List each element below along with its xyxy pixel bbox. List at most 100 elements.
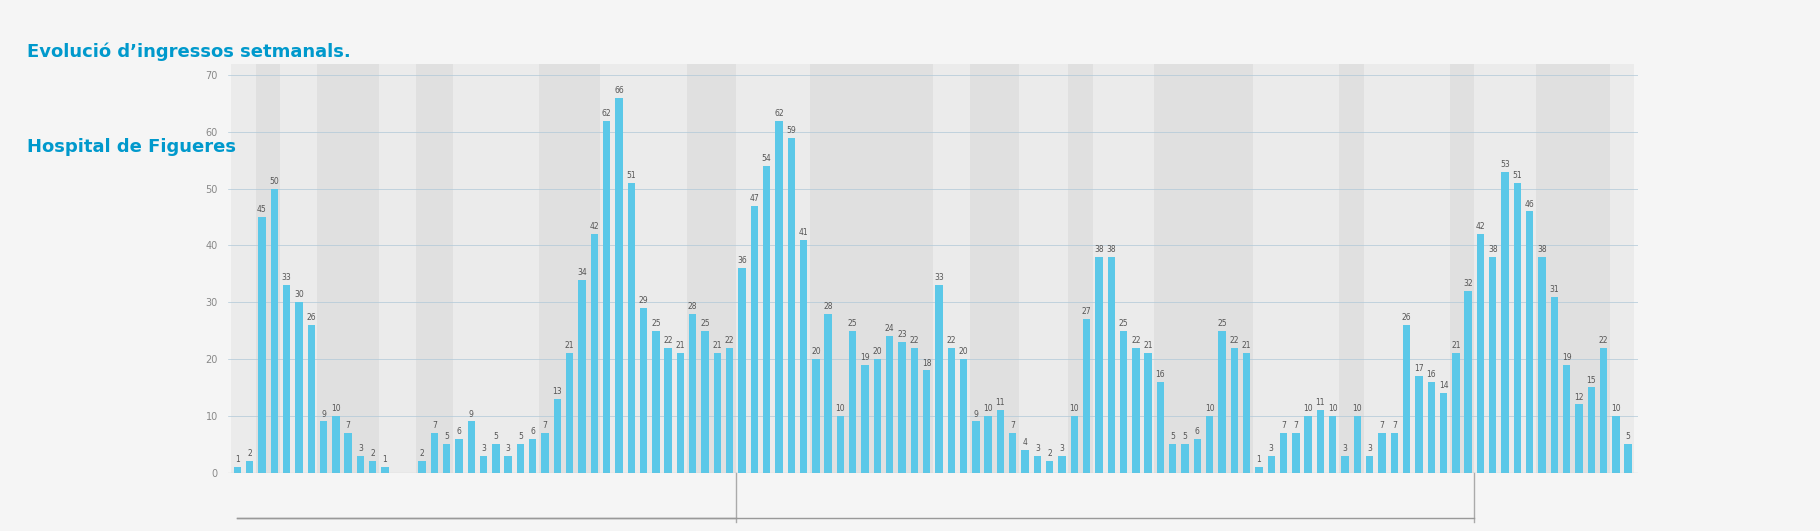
Bar [690,314,697,473]
Bar [824,314,832,473]
Text: 10: 10 [983,404,994,413]
Bar [1600,348,1607,473]
Text: 54: 54 [763,154,772,163]
Text: 18: 18 [923,358,932,367]
Bar [1340,64,1363,473]
Text: 22: 22 [1598,336,1609,345]
Bar [1587,388,1594,473]
Bar [1363,64,1451,473]
Text: 51: 51 [1512,171,1522,180]
Bar [701,331,708,473]
Bar [431,433,439,473]
Bar [652,331,659,473]
Bar [601,64,686,473]
Bar [1613,416,1620,473]
Text: 34: 34 [577,268,586,277]
Text: 29: 29 [639,296,648,305]
Text: 2: 2 [420,449,424,458]
Bar [590,234,599,473]
Text: 47: 47 [750,194,759,203]
Text: 24: 24 [885,324,894,333]
Text: Hospital de Figueres: Hospital de Figueres [27,138,237,156]
Text: 22: 22 [724,336,735,345]
Text: 38: 38 [1107,245,1116,254]
Text: 3: 3 [1059,444,1065,453]
Bar [735,64,810,473]
Bar [713,353,721,473]
Text: 38: 38 [1094,245,1103,254]
Bar [1354,416,1361,473]
Bar [280,64,317,473]
Bar [1070,416,1077,473]
Text: 26: 26 [1401,313,1412,322]
Bar [850,331,857,473]
Bar [1279,433,1287,473]
Bar [1057,456,1067,473]
Text: 28: 28 [823,302,834,311]
Text: 9: 9 [974,409,979,418]
Text: 21: 21 [713,341,723,350]
Bar [1267,456,1276,473]
Text: 4: 4 [1023,438,1028,447]
Text: 10: 10 [1329,404,1338,413]
Text: 10: 10 [1205,404,1214,413]
Bar [1207,416,1214,473]
Text: 25: 25 [848,319,857,328]
Bar [948,348,956,473]
Bar [1403,325,1410,473]
Text: 31: 31 [1549,285,1560,294]
Text: 20: 20 [812,347,821,356]
Text: 25: 25 [652,319,661,328]
Text: 5: 5 [444,432,450,441]
Bar [932,64,970,473]
Bar [1243,353,1250,473]
Text: 20: 20 [872,347,883,356]
Text: 7: 7 [542,421,548,430]
Bar [1489,257,1496,473]
Bar [615,98,622,473]
Bar [317,64,379,473]
Text: 7: 7 [346,421,351,430]
Text: 10: 10 [331,404,340,413]
Text: 10: 10 [1611,404,1620,413]
Bar [899,342,906,473]
Bar [1096,257,1103,473]
Text: 2: 2 [369,449,375,458]
Bar [959,359,966,473]
Text: 33: 33 [282,273,291,282]
Text: 11: 11 [1316,398,1325,407]
Text: 27: 27 [1081,307,1092,316]
Text: 6: 6 [457,427,460,435]
Text: 1: 1 [382,455,388,464]
Text: 21: 21 [1451,341,1461,350]
Bar [1329,416,1336,473]
Text: 17: 17 [1414,364,1423,373]
Text: 28: 28 [688,302,697,311]
Text: 7: 7 [1010,421,1016,430]
Bar [539,64,601,473]
Text: 3: 3 [359,444,362,453]
Bar [379,64,415,473]
Bar [1451,64,1474,473]
Bar [579,279,586,473]
Text: 10: 10 [1303,404,1312,413]
Bar [271,189,278,473]
Text: 3: 3 [1269,444,1274,453]
Bar [1525,211,1534,473]
Bar [886,336,894,473]
Text: 53: 53 [1500,160,1511,169]
Text: 7: 7 [1294,421,1298,430]
Bar [1034,456,1041,473]
Bar [1092,64,1154,473]
Bar [1119,331,1127,473]
Text: 14: 14 [1440,381,1449,390]
Bar [1474,64,1536,473]
Bar [357,456,364,473]
Bar [1132,348,1139,473]
Text: 5: 5 [1625,432,1631,441]
Text: 10: 10 [1070,404,1079,413]
Bar [812,359,819,473]
Bar [1083,319,1090,473]
Bar [686,64,735,473]
Text: 2: 2 [248,449,251,458]
